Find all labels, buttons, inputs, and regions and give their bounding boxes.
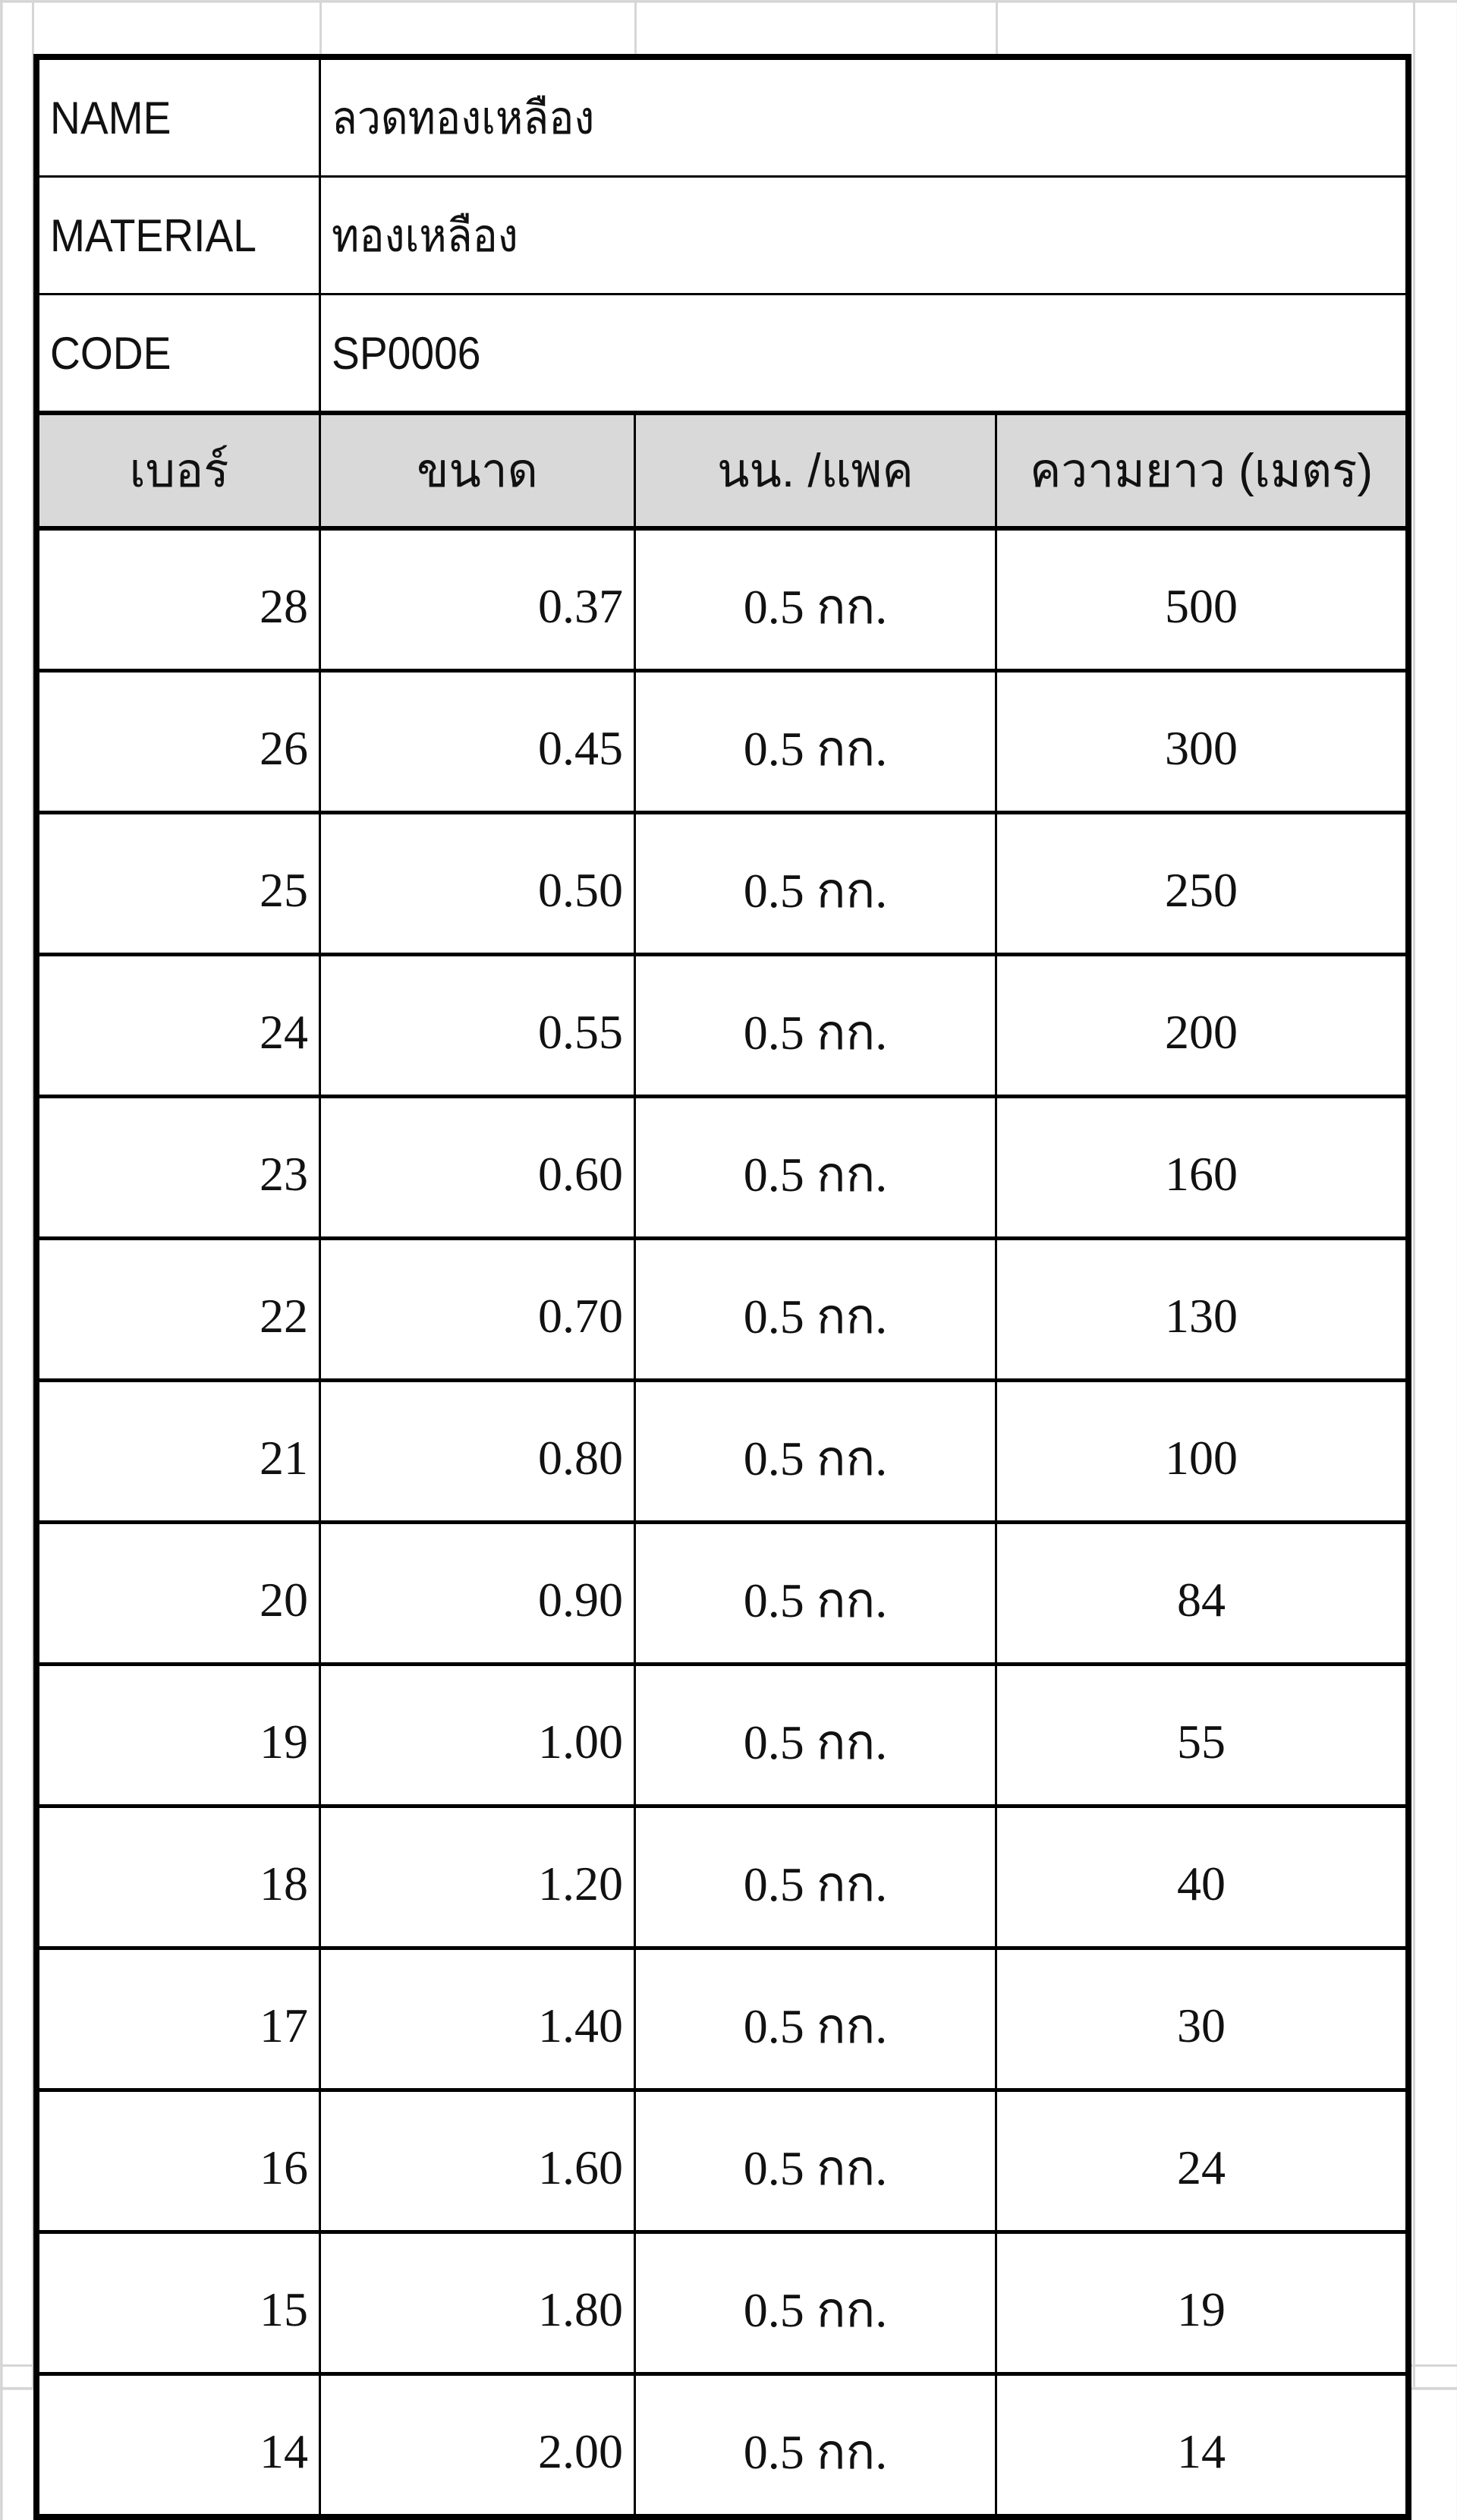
length-cell[interactable]: 40 bbox=[995, 1805, 1410, 1950]
table-row: 21 0.80 0.5 กก. 100 bbox=[35, 1379, 1410, 1524]
weight-cell[interactable]: 0.5 กก. bbox=[634, 1521, 997, 1666]
weight-cell[interactable]: 0.5 กก. bbox=[634, 1379, 997, 1524]
number-cell[interactable]: 19 bbox=[35, 1663, 321, 1808]
weight-cell[interactable]: 0.5 กก. bbox=[634, 527, 997, 673]
size-cell[interactable]: 0.50 bbox=[319, 811, 636, 956]
number-cell[interactable]: 22 bbox=[35, 1237, 321, 1382]
sheet-gridline bbox=[1413, 0, 1415, 2387]
size-cell[interactable]: 2.00 bbox=[319, 2373, 636, 2519]
length-cell[interactable]: 100 bbox=[995, 1379, 1410, 1524]
column-header-row: เบอร์ ขนาด นน. /แพค ความยาว (เมตร) bbox=[35, 411, 1410, 531]
number-cell[interactable]: 21 bbox=[35, 1379, 321, 1524]
name-value: ลวดทองเหลือง bbox=[332, 92, 595, 143]
length-cell[interactable]: 130 bbox=[995, 1237, 1410, 1382]
code-value-cell[interactable]: SP0006 bbox=[319, 293, 1410, 414]
number-cell[interactable]: 15 bbox=[35, 2231, 321, 2376]
table-row: 25 0.50 0.5 กก. 250 bbox=[35, 811, 1410, 956]
weight-cell[interactable]: 0.5 กก. bbox=[634, 2373, 997, 2519]
weight-cell[interactable]: 0.5 กก. bbox=[634, 953, 997, 1098]
weight-cell[interactable]: 0.5 กก. bbox=[634, 1237, 997, 1382]
number-cell[interactable]: 24 bbox=[35, 953, 321, 1098]
table-row: 23 0.60 0.5 กก. 160 bbox=[35, 1095, 1410, 1240]
weight-cell[interactable]: 0.5 กก. bbox=[634, 1947, 997, 2092]
code-label-cell[interactable]: CODE bbox=[35, 293, 321, 414]
name-row: NAME ลวดทองเหลือง bbox=[35, 55, 1410, 178]
length-cell[interactable]: 55 bbox=[995, 1663, 1410, 1808]
material-value-cell[interactable]: ทองเหลือง bbox=[319, 175, 1410, 295]
table-row: 19 1.00 0.5 กก. 55 bbox=[35, 1663, 1410, 1808]
sheet-gridline bbox=[32, 0, 34, 2387]
name-label-cell[interactable]: NAME bbox=[35, 55, 321, 178]
length-cell[interactable]: 300 bbox=[995, 669, 1410, 814]
header-length-meters[interactable]: ความยาว (เมตร) bbox=[995, 411, 1410, 531]
table-row: 24 0.55 0.5 กก. 200 bbox=[35, 953, 1410, 1098]
weight-cell[interactable]: 0.5 กก. bbox=[634, 811, 997, 956]
code-row: CODE SP0006 bbox=[35, 293, 1410, 414]
length-cell[interactable]: 250 bbox=[995, 811, 1410, 956]
length-cell[interactable]: 500 bbox=[995, 527, 1410, 673]
number-cell[interactable]: 25 bbox=[35, 811, 321, 956]
header-number[interactable]: เบอร์ bbox=[35, 411, 321, 531]
size-cell[interactable]: 0.90 bbox=[319, 1521, 636, 1666]
material-row: MATERIAL ทองเหลือง bbox=[35, 175, 1410, 295]
table-row: 15 1.80 0.5 กก. 19 bbox=[35, 2231, 1410, 2376]
code-value: SP0006 bbox=[332, 327, 481, 379]
size-cell[interactable]: 0.45 bbox=[319, 669, 636, 814]
weight-cell[interactable]: 0.5 กก. bbox=[634, 1663, 997, 1808]
number-cell[interactable]: 26 bbox=[35, 669, 321, 814]
size-cell[interactable]: 1.20 bbox=[319, 1805, 636, 1950]
size-cell[interactable]: 1.00 bbox=[319, 1663, 636, 1808]
number-cell[interactable]: 17 bbox=[35, 1947, 321, 2092]
table-row: 18 1.20 0.5 กก. 40 bbox=[35, 1805, 1410, 1950]
length-cell[interactable]: 30 bbox=[995, 1947, 1410, 2092]
table-row: 16 1.60 0.5 กก. 24 bbox=[35, 2089, 1410, 2234]
size-cell[interactable]: 0.70 bbox=[319, 1237, 636, 1382]
header-size[interactable]: ขนาด bbox=[319, 411, 636, 531]
number-cell[interactable]: 16 bbox=[35, 2089, 321, 2234]
name-value-cell[interactable]: ลวดทองเหลือง bbox=[319, 55, 1410, 178]
material-label-cell[interactable]: MATERIAL bbox=[35, 175, 321, 295]
name-label: NAME bbox=[50, 92, 172, 143]
number-cell[interactable]: 28 bbox=[35, 527, 321, 673]
number-cell[interactable]: 14 bbox=[35, 2373, 321, 2519]
table-row: 26 0.45 0.5 กก. 300 bbox=[35, 669, 1410, 814]
number-cell[interactable]: 18 bbox=[35, 1805, 321, 1950]
length-cell[interactable]: 14 bbox=[995, 2373, 1410, 2519]
size-cell[interactable]: 1.80 bbox=[319, 2231, 636, 2376]
material-value: ทองเหลือง bbox=[332, 209, 518, 261]
size-cell[interactable]: 0.55 bbox=[319, 953, 636, 1098]
length-cell[interactable]: 160 bbox=[995, 1095, 1410, 1240]
number-cell[interactable]: 23 bbox=[35, 1095, 321, 1240]
size-cell[interactable]: 0.60 bbox=[319, 1095, 636, 1240]
code-label: CODE bbox=[50, 327, 172, 379]
table-row: 14 2.00 0.5 กก. 14 bbox=[35, 2373, 1410, 2519]
material-label: MATERIAL bbox=[50, 209, 256, 261]
length-cell[interactable]: 19 bbox=[995, 2231, 1410, 2376]
size-cell[interactable]: 1.60 bbox=[319, 2089, 636, 2234]
size-cell[interactable]: 0.37 bbox=[319, 527, 636, 673]
number-cell[interactable]: 20 bbox=[35, 1521, 321, 1666]
table-row: 22 0.70 0.5 กก. 130 bbox=[35, 1237, 1410, 1382]
length-cell[interactable]: 24 bbox=[995, 2089, 1410, 2234]
length-cell[interactable]: 84 bbox=[995, 1521, 1410, 1666]
size-cell[interactable]: 1.40 bbox=[319, 1947, 636, 2092]
weight-cell[interactable]: 0.5 กก. bbox=[634, 669, 997, 814]
weight-cell[interactable]: 0.5 กก. bbox=[634, 2089, 997, 2234]
table-row: 28 0.37 0.5 กก. 500 bbox=[35, 527, 1410, 673]
size-cell[interactable]: 0.80 bbox=[319, 1379, 636, 1524]
weight-cell[interactable]: 0.5 กก. bbox=[634, 1095, 997, 1240]
table-row: 17 1.40 0.5 กก. 30 bbox=[35, 1947, 1410, 2092]
length-cell[interactable]: 200 bbox=[995, 953, 1410, 1098]
product-spec-table: NAME ลวดทองเหลือง MATERIAL ทองเหลือง COD… bbox=[33, 54, 1411, 2520]
table-row: 20 0.90 0.5 กก. 84 bbox=[35, 1521, 1410, 1666]
weight-cell[interactable]: 0.5 กก. bbox=[634, 2231, 997, 2376]
weight-cell[interactable]: 0.5 กก. bbox=[634, 1805, 997, 1950]
header-weight-per-pack[interactable]: นน. /แพค bbox=[634, 411, 997, 531]
